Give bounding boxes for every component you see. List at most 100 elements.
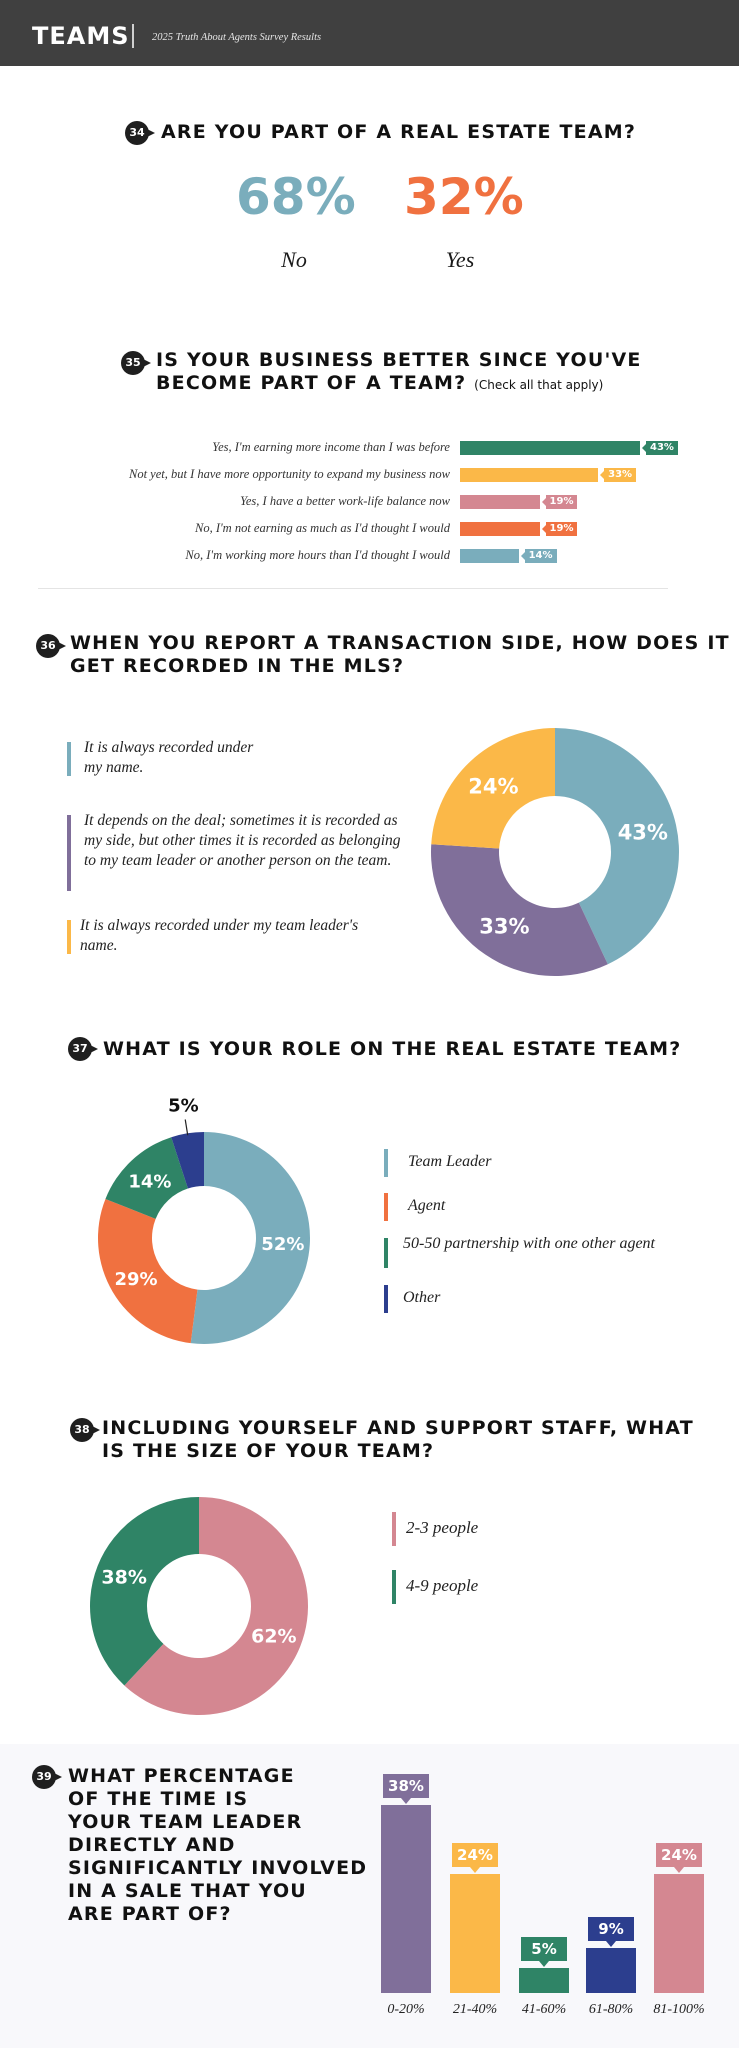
q39-category-label: 41-60% [521,2002,567,2017]
slice-label: 52% [261,1234,304,1255]
q39-category-label: 81-100% [653,2002,705,2017]
q38-title: INCLUDING YOURSELF AND SUPPORT STAFF, WH… [102,1417,694,1463]
q39-category-label: 21-40% [452,2002,498,2017]
q37-legend-item: Agent [408,1197,446,1214]
q38-title-line1: INCLUDING YOURSELF AND SUPPORT STAFF, WH… [102,1417,694,1439]
q36-title-line2: GET RECORDED IN THE MLS? [70,655,405,677]
donut-slice [98,1198,198,1344]
slice-label: 43% [618,820,668,844]
slice-label: 24% [468,774,518,798]
q35-value-label: 43% [642,441,678,455]
q38-legend-item: 4-9 people [406,1576,479,1595]
legend-swatch-orange [384,1193,388,1221]
question-number-badge: 39 [32,1765,62,1789]
q36-title: WHEN YOU REPORT A TRANSACTION SIDE, HOW … [70,632,730,678]
q34-no-label: No [281,247,307,272]
q39-bar [519,1968,569,1993]
q35-value-label: 19% [541,522,578,536]
legend-swatch-teal [67,742,71,776]
q39-value-label: 5% [521,1937,567,1968]
donut-slice [105,1137,188,1219]
q35-bar [460,495,540,509]
q35-title-line2: BECOME PART OF A TEAM? [156,372,467,394]
question-number-badge: 34 [125,121,155,145]
q34-yes-label: Yes [445,247,475,272]
q36-legend-item: It is always recorded under my name. [84,739,254,776]
section-divider [38,588,668,589]
q35-title-line1: IS YOUR BUSINESS BETTER SINCE YOU'VE [156,349,642,371]
slice-label: 29% [114,1269,157,1290]
q36-legend-item: It is always recorded under my team lead… [80,917,359,954]
legend-swatch-green [392,1570,396,1604]
question-number-badge: 36 [36,634,66,658]
q36-donut-chart: 43% 33% 24% [431,728,679,976]
q35-value-label: 33% [600,468,637,482]
q37-legend-item: 50-50 partnership with one other agent [403,1235,655,1252]
q35-bar [460,522,540,536]
q34-yes-value: 32% [404,168,524,226]
slice-label: 14% [128,1171,171,1192]
q35-title: IS YOUR BUSINESS BETTER SINCE YOU'VE BEC… [156,349,642,397]
donut-slice [431,844,608,976]
legend-swatch-purple [67,815,71,891]
header-subtitle: 2025 Truth About Agents Survey Results [152,32,322,43]
q39-value-label: 38% [383,1774,429,1804]
q39-category-label: 0-20% [387,2002,425,2017]
q35-value-label: 19% [541,495,578,509]
q37-legend-item: Team Leader [408,1153,492,1170]
q36-legend-item: It depends on the deal; sometimes it is … [84,812,401,869]
q35-bar [460,468,599,482]
q37-donut-chart: 52% 29% 14% 5% [98,1096,310,1344]
question-number-badge: 38 [70,1418,100,1442]
q39-title-line: ARE PART OF? [68,1903,232,1925]
q39-value-label: 24% [656,1843,702,1874]
q39-bar [654,1874,704,1993]
leader-line [184,1119,189,1136]
page-header: TEAMS 2025 Truth About Agents Survey Res… [0,0,739,66]
q39-title-line: WHAT PERCENTAGE [68,1765,295,1787]
legend-swatch-pink [392,1512,396,1546]
q35-note: (Check all that apply) [474,378,604,392]
donut-slice [124,1497,308,1715]
legend-swatch-green [384,1238,388,1268]
q39-title: WHAT PERCENTAGE OF THE TIME IS YOUR TEAM L… [68,1765,367,1926]
q35-bar [460,549,519,563]
donut-slice [90,1497,199,1686]
question-number-badge: 37 [68,1037,98,1061]
question-number-badge: 35 [121,351,151,375]
q39-bar [381,1805,431,1993]
q34-no-value: 68% [236,168,356,226]
q39-panel [0,1744,739,2048]
q38-title-line2: IS THE SIZE OF YOUR TEAM? [102,1440,435,1462]
section-title: TEAMS [32,22,130,50]
legend-swatch-yellow [67,920,71,954]
slice-label: 62% [251,1626,296,1648]
q39-value-label: 24% [452,1843,498,1874]
q38-legend-item: 2-3 people [406,1518,479,1537]
legend-swatch-teal [384,1149,388,1177]
q36-title-line1: WHEN YOU REPORT A TRANSACTION SIDE, HOW … [70,632,730,654]
q35-bar-label: Yes, I have a better work-life balance n… [240,494,450,508]
q39-title-line: DIRECTLY AND [68,1834,236,1856]
donut-slice [190,1132,310,1344]
slice-label: 5% [168,1096,199,1117]
q39-title-line: OF THE TIME IS [68,1788,249,1810]
q35-bar-label: Not yet, but I have more opportunity to … [128,467,450,481]
q39-title-line: YOUR TEAM LEADER [68,1811,303,1833]
q37-legend-item: Other [403,1289,441,1306]
q35-bar-label: Yes, I'm earning more income than I was … [212,440,450,454]
q39-value-label: 9% [588,1917,634,1948]
q37-title: WHAT IS YOUR ROLE ON THE REAL ESTATE TEA… [103,1038,682,1060]
q39-title-line: SIGNIFICANTLY INVOLVED [68,1857,368,1879]
legend-swatch-navy [384,1285,388,1313]
slice-label: 33% [479,914,529,938]
header-divider [132,24,134,48]
donut-slice [555,728,679,965]
donut-slice [431,728,555,849]
slice-label: 38% [101,1566,146,1588]
q39-title-line: IN A SALE THAT YOU [68,1880,307,1902]
q38-donut-chart: 62% 38% [90,1497,308,1715]
q39-bar [586,1948,636,1993]
q35-bar-label: No, I'm working more hours than I'd thou… [185,548,450,562]
q35-bar [460,441,640,455]
